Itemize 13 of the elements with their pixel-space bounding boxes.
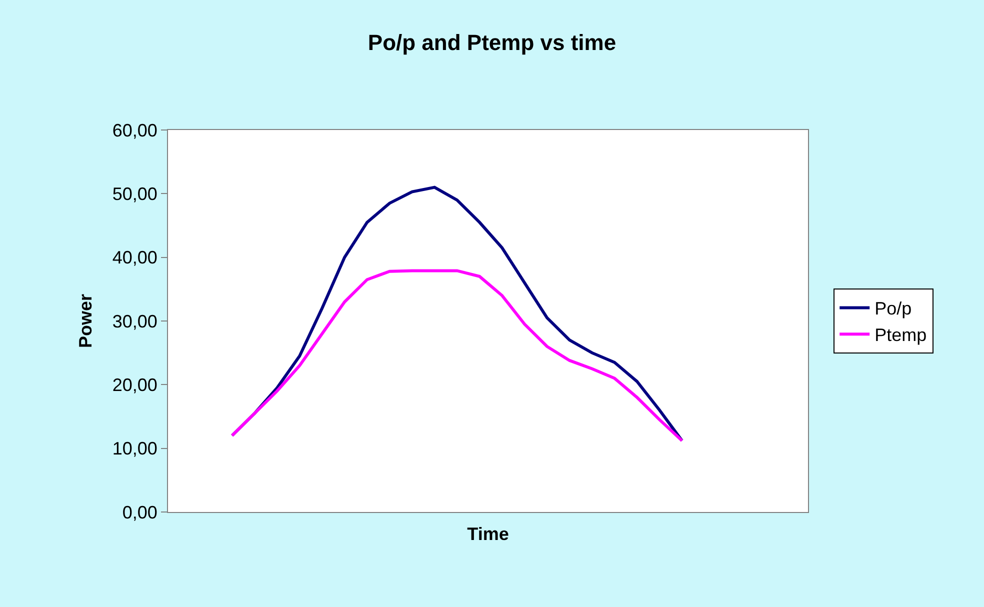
y-tick-label: 10,00	[112, 438, 158, 459]
chart-title: Po/p and Ptemp vs time	[368, 30, 616, 56]
line-series	[230, 269, 684, 442]
y-tick-label: 50,00	[112, 184, 158, 204]
x-axis-title: Time	[467, 524, 509, 544]
legend-label: Ptemp	[874, 325, 927, 346]
y-tick-label: 60,00	[112, 120, 158, 140]
y-tick-label: 20,00	[112, 374, 158, 395]
y-tick-label: 40,00	[112, 248, 158, 268]
y-tick-label: 0,00	[122, 502, 158, 522]
legend-label: Po/p	[874, 298, 912, 319]
y-tick-label: 30,00	[112, 311, 158, 332]
y-axis-title: Power	[76, 294, 96, 348]
